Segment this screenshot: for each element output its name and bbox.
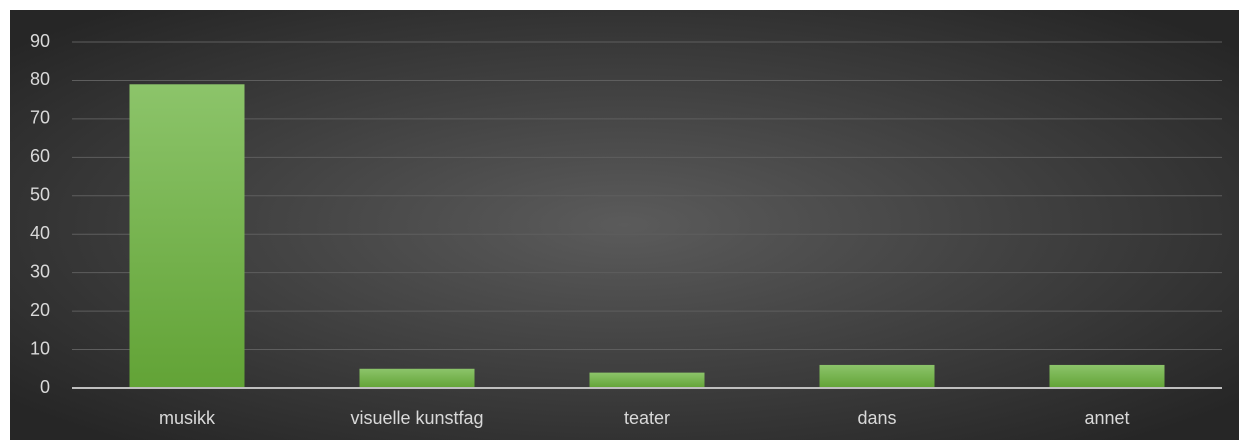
y-tick-label: 80 xyxy=(30,69,50,89)
bar xyxy=(129,84,245,389)
y-tick-label: 30 xyxy=(30,261,50,281)
y-tick-label: 70 xyxy=(30,108,50,128)
y-tick-label: 10 xyxy=(30,338,50,358)
x-tick-label: visuelle kunstfag xyxy=(350,408,483,428)
y-tick-label: 40 xyxy=(30,223,50,243)
bar xyxy=(1049,364,1165,388)
bar xyxy=(819,364,935,388)
y-tick-label: 50 xyxy=(30,185,50,205)
x-tick-label: dans xyxy=(857,408,896,428)
bar xyxy=(589,372,705,388)
y-tick-label: 20 xyxy=(30,300,50,320)
x-tick-label: teater xyxy=(624,408,670,428)
y-tick-label: 90 xyxy=(30,31,50,51)
x-tick-label: musikk xyxy=(159,408,216,428)
x-tick-label: annet xyxy=(1084,408,1129,428)
bar xyxy=(359,368,475,388)
y-tick-label: 60 xyxy=(30,146,50,166)
y-tick-label: 0 xyxy=(40,377,50,397)
